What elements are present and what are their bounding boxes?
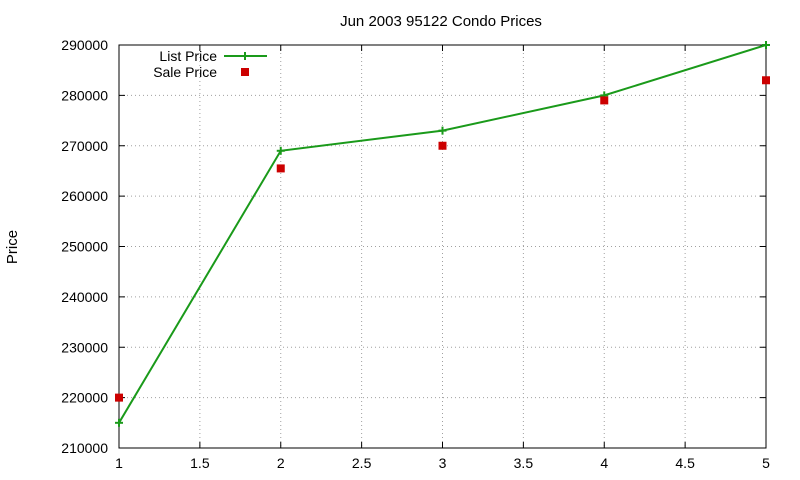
- legend-swatch-marker: [241, 52, 249, 60]
- x-tick-label: 3: [439, 455, 447, 471]
- list-price-point: [762, 41, 770, 49]
- y-tick-label: 210000: [61, 440, 108, 456]
- legend-label: Sale Price: [153, 64, 217, 80]
- series-layer: [115, 41, 770, 427]
- y-axis-label: Price: [4, 230, 21, 264]
- list-price-point: [115, 418, 123, 427]
- x-tick-label: 5: [762, 455, 770, 471]
- chart-title: Jun 2003 95122 Condo Prices: [340, 13, 542, 30]
- y-tick-label: 280000: [61, 87, 108, 103]
- x-tick-label: 4.5: [675, 455, 695, 471]
- sale-price-point: [115, 393, 123, 402]
- legend-swatch-marker: [241, 68, 249, 76]
- x-tick-label: 3.5: [514, 455, 534, 471]
- y-tick-label: 260000: [61, 188, 108, 204]
- legend-label: List Price: [159, 48, 217, 64]
- sale-price-point: [438, 141, 447, 150]
- y-tick-label: 220000: [61, 390, 108, 406]
- y-tick-label: 290000: [61, 37, 108, 53]
- x-tick-label: 1: [115, 455, 123, 471]
- y-tick-label: 250000: [61, 239, 108, 255]
- list-price-point: [438, 126, 447, 135]
- axis-ticks: 1 1.5 2 2.5 3 3.5 4 4.5 5 210000 220000 230000 24000…: [61, 37, 770, 471]
- y-tick-label: 270000: [61, 138, 108, 154]
- x-tick-label: 4: [600, 455, 608, 471]
- y-tick-label: 230000: [61, 339, 108, 355]
- gridlines: [119, 45, 766, 448]
- y-tick-label: 240000: [61, 289, 108, 305]
- x-tick-label: 1.5: [190, 455, 210, 471]
- sale-price-point: [600, 96, 609, 105]
- sale-price-point: [762, 76, 770, 85]
- x-tick-label: 2: [277, 455, 285, 471]
- sale-price-point: [276, 164, 285, 173]
- x-tick-label: 2.5: [352, 455, 372, 471]
- list-price-point: [276, 146, 285, 155]
